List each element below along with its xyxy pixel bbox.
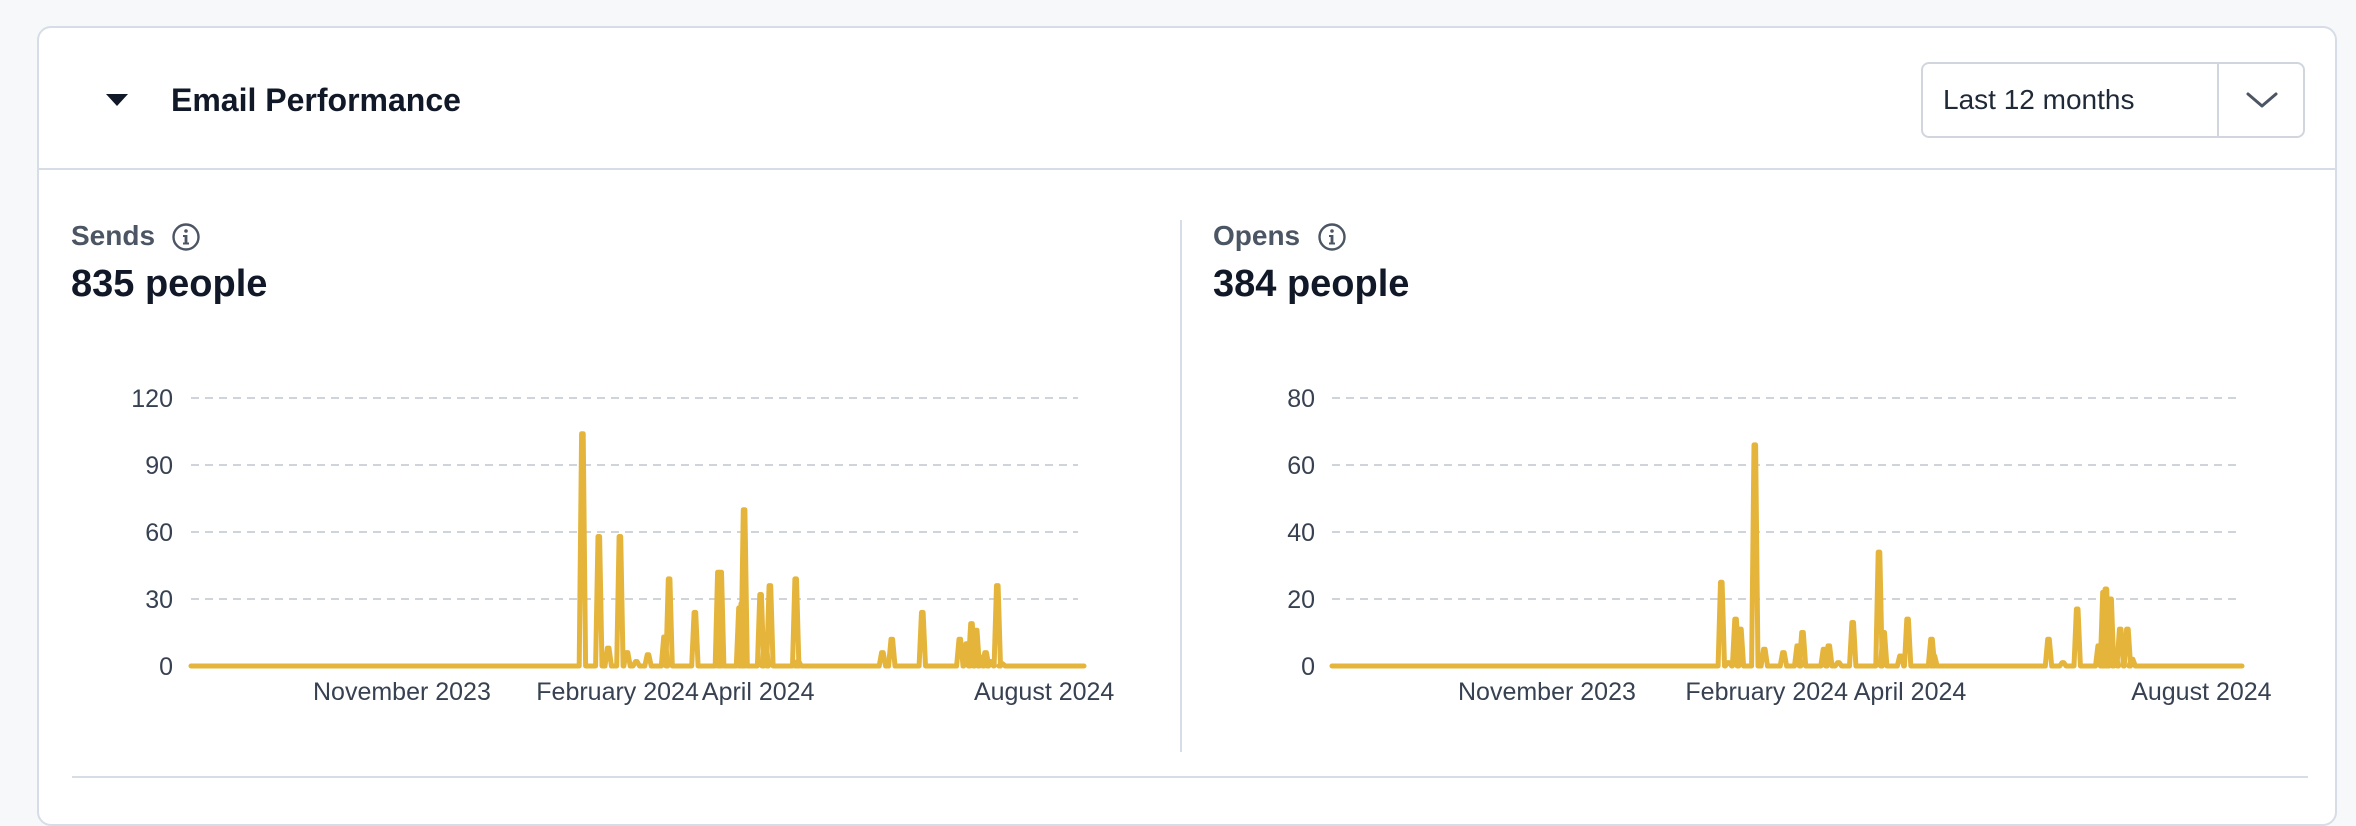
collapse-toggle-button[interactable] bbox=[97, 80, 137, 120]
y-tick-label: 40 bbox=[1287, 519, 1315, 547]
x-tick-label: February 2024 bbox=[536, 678, 699, 706]
panel-divider bbox=[1180, 220, 1182, 752]
y-tick-label: 60 bbox=[145, 519, 173, 547]
x-tick-label: February 2024 bbox=[1685, 678, 1848, 706]
card-title: Email Performance bbox=[171, 82, 461, 118]
y-tick-label: 0 bbox=[1301, 653, 1315, 681]
email-performance-card: Email Performance Last 12 months Sends 8… bbox=[37, 26, 2337, 826]
date-range-select[interactable]: Last 12 months bbox=[1921, 62, 2305, 138]
opens-value: 384 people bbox=[1213, 263, 1410, 305]
y-tick-label: 80 bbox=[1287, 385, 1315, 413]
opens-chart: 0 20 40 60 80 November 2023 February 2024 April… bbox=[1287, 385, 2271, 706]
info-icon[interactable] bbox=[171, 222, 201, 252]
sends-label: Sends bbox=[71, 220, 156, 251]
x-tick-label: April 2024 bbox=[702, 678, 815, 706]
card-header: Email Performance Last 12 months bbox=[39, 28, 2335, 170]
y-tick-label: 120 bbox=[131, 385, 173, 413]
y-tick-label: 60 bbox=[1287, 452, 1315, 480]
x-tick-label: August 2024 bbox=[2131, 678, 2271, 706]
y-tick-label: 20 bbox=[1287, 586, 1315, 614]
chevron-down-icon bbox=[2246, 92, 2278, 108]
sends-chart: 0 30 60 90 120 November 2023 February 2024 Apri… bbox=[131, 385, 1114, 706]
x-tick-label: November 2023 bbox=[1458, 678, 1636, 706]
date-range-dropdown-button[interactable] bbox=[2219, 64, 2305, 136]
y-tick-label: 0 bbox=[159, 653, 173, 681]
select-divider bbox=[2217, 64, 2219, 136]
opens-label: Opens bbox=[1213, 220, 1301, 251]
x-tick-label: November 2023 bbox=[313, 678, 491, 706]
info-icon[interactable] bbox=[1317, 222, 1347, 252]
sends-value: 835 people bbox=[71, 263, 268, 305]
date-range-value: Last 12 months bbox=[1943, 84, 2135, 115]
y-tick-label: 30 bbox=[145, 586, 173, 614]
series-line-opens[interactable] bbox=[1329, 442, 2245, 669]
y-tick-label: 90 bbox=[145, 452, 173, 480]
x-tick-label: April 2024 bbox=[1854, 678, 1967, 706]
x-tick-label: August 2024 bbox=[974, 678, 1114, 706]
series-line-sends[interactable] bbox=[188, 431, 1087, 669]
caret-down-icon bbox=[106, 94, 128, 106]
section-divider bbox=[72, 776, 2308, 778]
